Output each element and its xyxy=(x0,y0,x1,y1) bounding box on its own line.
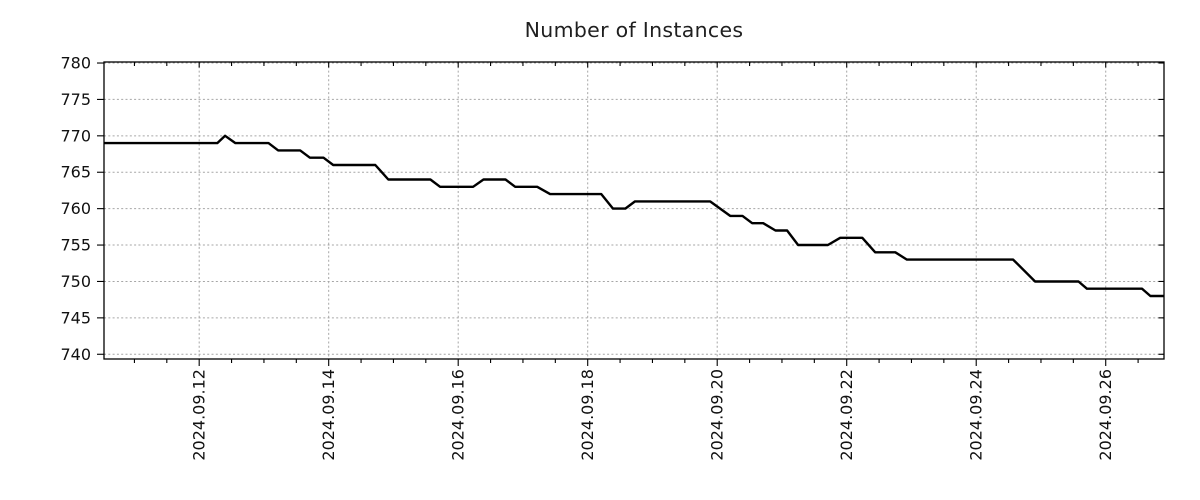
y-axis-tick-label: 780 xyxy=(60,54,91,73)
y-axis-tick-label: 775 xyxy=(60,90,91,109)
x-axis-tick-label: 2024.09.24 xyxy=(967,369,986,461)
plot-frame xyxy=(103,61,1165,360)
chart-title: Number of Instances xyxy=(524,18,744,42)
y-axis-tick-label: 770 xyxy=(60,126,91,145)
x-axis-tick-label: 2024.09.22 xyxy=(837,369,856,461)
y-axis-tick-label: 760 xyxy=(60,199,91,218)
grid xyxy=(104,62,1164,359)
x-axis-tick-label: 2024.09.12 xyxy=(190,369,209,461)
y-axis-tick-label: 745 xyxy=(60,308,91,327)
x-axis-tick-label: 2024.09.26 xyxy=(1096,369,1115,461)
axis-ticks xyxy=(97,62,1164,366)
y-axis-tick-label: 750 xyxy=(60,272,91,291)
axis-labels: 740 745 750 755 760 765 770 775 780 2024.09.12 202… xyxy=(60,54,1115,461)
data-line-instances xyxy=(104,134,1164,298)
y-axis-tick-label: 740 xyxy=(60,345,91,364)
y-axis-tick-label: 755 xyxy=(60,236,91,255)
x-axis-tick-label: 2024.09.20 xyxy=(708,369,727,461)
x-axis-tick-label: 2024.09.16 xyxy=(449,369,468,461)
x-axis-tick-label: 2024.09.18 xyxy=(578,369,597,461)
x-axis-tick-label: 2024.09.14 xyxy=(319,369,338,461)
y-axis-tick-label: 765 xyxy=(60,163,91,182)
